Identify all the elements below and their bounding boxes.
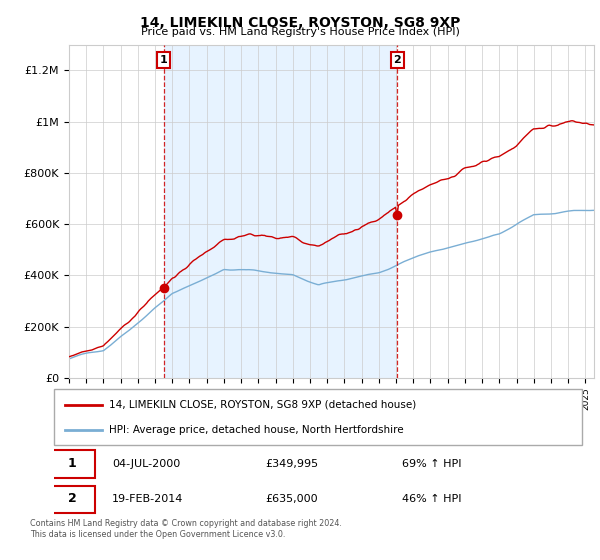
Text: £349,995: £349,995	[265, 459, 319, 469]
Text: 04-JUL-2000: 04-JUL-2000	[112, 459, 181, 469]
FancyBboxPatch shape	[50, 486, 95, 514]
Text: 1: 1	[160, 55, 167, 65]
FancyBboxPatch shape	[50, 450, 95, 478]
Text: 2: 2	[394, 55, 401, 65]
Text: 1: 1	[68, 457, 76, 470]
Text: £635,000: £635,000	[265, 494, 318, 504]
Text: HPI: Average price, detached house, North Hertfordshire: HPI: Average price, detached house, Nort…	[109, 424, 404, 435]
Text: 69% ↑ HPI: 69% ↑ HPI	[403, 459, 462, 469]
Text: Price paid vs. HM Land Registry's House Price Index (HPI): Price paid vs. HM Land Registry's House …	[140, 27, 460, 37]
Text: 14, LIMEKILN CLOSE, ROYSTON, SG8 9XP: 14, LIMEKILN CLOSE, ROYSTON, SG8 9XP	[140, 16, 460, 30]
Text: 19-FEB-2014: 19-FEB-2014	[112, 494, 184, 504]
Bar	[164, 45, 397, 378]
FancyBboxPatch shape	[54, 389, 582, 445]
Text: 2: 2	[68, 492, 76, 505]
Text: 46% ↑ HPI: 46% ↑ HPI	[403, 494, 462, 504]
Text: 14, LIMEKILN CLOSE, ROYSTON, SG8 9XP (detached house): 14, LIMEKILN CLOSE, ROYSTON, SG8 9XP (de…	[109, 400, 416, 410]
Text: Contains HM Land Registry data © Crown copyright and database right 2024.
This d: Contains HM Land Registry data © Crown c…	[30, 519, 342, 539]
